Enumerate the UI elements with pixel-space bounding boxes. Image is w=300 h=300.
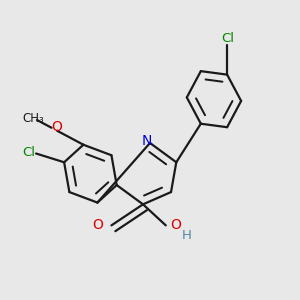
Text: O: O (52, 120, 62, 134)
Text: O: O (170, 218, 181, 232)
Text: O: O (92, 218, 103, 232)
Text: N: N (142, 134, 152, 148)
Text: CH₃: CH₃ (22, 112, 44, 125)
Text: Cl: Cl (221, 32, 234, 45)
Text: Cl: Cl (22, 146, 36, 159)
Text: H: H (182, 230, 192, 242)
